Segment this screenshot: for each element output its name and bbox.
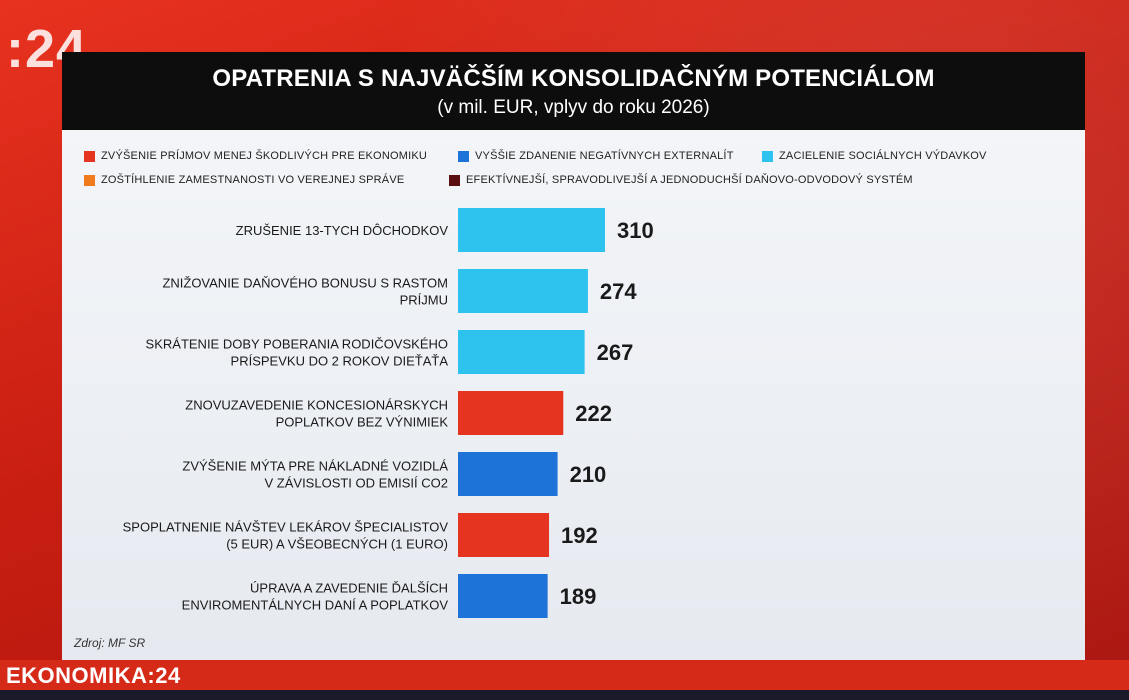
bar-7: [458, 574, 548, 618]
chart-header: OPATRENIA S NAJVÄČŠÍM KONSOLIDAČNÝM POTE…: [62, 52, 1085, 130]
category-label-2: ZNIŽOVANIE DAŇOVÉHO BONUSU S RASTOM: [162, 276, 448, 291]
source-note: Zdroj: MF SR: [74, 636, 146, 650]
legend-label: ZVÝŠENIE PRÍJMOV MENEJ ŠKODLIVÝCH PRE EK…: [101, 150, 428, 162]
legend-swatch: [762, 150, 773, 162]
chart-title: OPATRENIA S NAJVÄČŠÍM KONSOLIDAČNÝM POTE…: [212, 65, 935, 92]
category-label-5: ZVÝŠENIE MÝTA PRE NÁKLADNÉ VOZIDLÁ: [182, 459, 448, 474]
legend-swatch: [84, 174, 95, 186]
value-label-5: 210: [570, 462, 607, 487]
category-label-6: (5 EUR) A VŠEOBECNÝCH (1 EURO): [226, 537, 448, 552]
legend-label: VYŠŠIE ZDANENIE NEGATÍVNYCH EXTERNALÍT: [475, 150, 734, 162]
value-label-2: 274: [600, 279, 637, 304]
bar-1: [458, 208, 605, 252]
legend-item-revenue: ZVÝŠENIE PRÍJMOV MENEJ ŠKODLIVÝCH PRE EK…: [84, 150, 427, 162]
bar-2: [458, 269, 588, 313]
category-label-7: ENVIROMENTÁLNYCH DANÍ A POPLATKOV: [182, 598, 449, 613]
legend-swatch: [458, 150, 469, 162]
legend-item-public-sector: ZOŠTÍHLENIE ZAMESTNANOSTI VO VEREJNEJ SP…: [84, 174, 404, 186]
bar-6: [458, 513, 550, 557]
category-label-3: PRÍSPEVKU DO 2 ROKOV DIEŤAŤA: [231, 354, 449, 369]
category-label-1: ZRUŠENIE 13-TYCH DÔCHODKOV: [236, 223, 449, 238]
legend-label: ZOŠTÍHLENIE ZAMESTNANOSTI VO VEREJNEJ SP…: [101, 174, 405, 186]
value-label-7: 189: [560, 584, 597, 609]
bar-5: [458, 452, 558, 496]
program-brand: EKONOMIKA:24: [6, 663, 181, 688]
chart-area: ZVÝŠENIE PRÍJMOV MENEJ ŠKODLIVÝCH PRE EK…: [62, 130, 1085, 660]
legend-swatch: [449, 174, 460, 186]
ticker-strip: [0, 690, 1129, 700]
chart-panel: OPATRENIA S NAJVÄČŠÍM KONSOLIDAČNÝM POTE…: [62, 52, 1085, 660]
category-label-6: SPOPLATNENIE NÁVŠTEV LEKÁROV ŠPECIALISTO…: [123, 520, 449, 535]
chart-subtitle: (v mil. EUR, vplyv do roku 2026): [437, 97, 710, 118]
legend-item-social: ZACIELENIE SOCIÁLNYCH VÝDAVKOV: [762, 150, 987, 162]
category-label-2: PRÍJMU: [400, 293, 448, 308]
category-label-4: POPLATKOV BEZ VÝNIMIEK: [276, 415, 449, 430]
category-label-4: ZNOVUZAVEDENIE KONCESIONÁRSKYCH: [185, 398, 448, 413]
legend-label: ZACIELENIE SOCIÁLNYCH VÝDAVKOV: [779, 150, 987, 162]
value-label-1: 310: [617, 218, 654, 243]
value-label-3: 267: [597, 340, 634, 365]
value-label-4: 222: [575, 401, 612, 426]
legend-swatch: [84, 150, 95, 162]
legend-label: EFEKTÍVNEJŠÍ, SPRAVODLIVEJŠÍ A JEDNODUCH…: [466, 174, 913, 186]
category-label-7: ÚPRAVA A ZAVEDENIE ĎALŠÍCH: [250, 581, 448, 596]
bar-chart: 310 ZRUŠENIE 13-TYCH DÔCHODKOV 274 ZNIŽOVAN…: [123, 208, 654, 618]
category-label-3: SKRÁTENIE DOBY POBERANIA RODIČOVSKÉHO: [146, 337, 448, 352]
legend-item-externalities: VYŠŠIE ZDANENIE NEGATÍVNYCH EXTERNALÍT: [458, 150, 734, 162]
bar-3: [458, 330, 585, 374]
legend-item-tax-system: EFEKTÍVNEJŠÍ, SPRAVODLIVEJŠÍ A JEDNODUCH…: [449, 174, 913, 186]
bar-4: [458, 391, 564, 435]
value-label-6: 192: [561, 523, 598, 548]
category-label-5: V ZÁVISLOSTI OD EMISIÍ CO2: [265, 476, 449, 491]
